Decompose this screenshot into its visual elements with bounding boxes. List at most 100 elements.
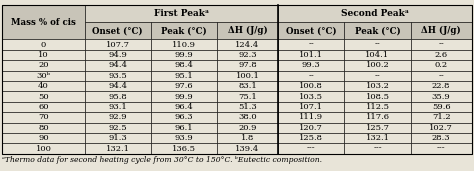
Text: 100.2: 100.2 xyxy=(365,61,389,69)
Bar xyxy=(2,123,84,133)
Bar xyxy=(2,133,84,143)
Text: 107.7: 107.7 xyxy=(106,41,130,49)
Text: 96.3: 96.3 xyxy=(174,113,193,121)
Text: 136.5: 136.5 xyxy=(172,145,196,153)
Bar xyxy=(217,22,278,39)
Text: 120.7: 120.7 xyxy=(299,124,323,132)
Text: 75.1: 75.1 xyxy=(238,93,257,101)
Bar xyxy=(84,50,151,60)
Bar xyxy=(345,22,410,39)
Text: 125.8: 125.8 xyxy=(299,134,323,142)
Bar xyxy=(217,71,278,81)
Text: 99.3: 99.3 xyxy=(302,61,320,69)
Bar xyxy=(278,60,345,71)
Text: 91.3: 91.3 xyxy=(109,134,127,142)
Bar xyxy=(278,71,345,81)
Text: --: -- xyxy=(309,72,314,80)
Bar xyxy=(345,50,410,60)
Bar xyxy=(410,133,472,143)
Bar xyxy=(410,123,472,133)
Text: Peak (°C): Peak (°C) xyxy=(355,26,401,35)
Bar xyxy=(278,5,472,22)
Bar xyxy=(84,91,151,102)
Text: 20: 20 xyxy=(38,61,49,69)
Bar xyxy=(2,39,84,50)
Bar xyxy=(345,39,410,50)
Bar xyxy=(2,81,84,91)
Bar xyxy=(151,60,217,71)
Text: 94.4: 94.4 xyxy=(108,61,127,69)
Text: 92.3: 92.3 xyxy=(238,51,257,59)
Bar xyxy=(278,39,345,50)
Bar xyxy=(84,60,151,71)
Bar xyxy=(84,5,278,22)
Text: 96.1: 96.1 xyxy=(174,124,193,132)
Text: 117.6: 117.6 xyxy=(365,113,390,121)
Text: 94.4: 94.4 xyxy=(108,82,127,90)
Text: 22.8: 22.8 xyxy=(432,82,450,90)
Bar xyxy=(217,91,278,102)
Text: 103.5: 103.5 xyxy=(299,93,323,101)
Bar xyxy=(278,81,345,91)
Bar xyxy=(410,39,472,50)
Bar xyxy=(151,112,217,123)
Text: 110.9: 110.9 xyxy=(172,41,196,49)
Text: 98.4: 98.4 xyxy=(174,61,193,69)
Text: 80: 80 xyxy=(38,124,49,132)
Bar xyxy=(217,143,278,154)
Text: 101.1: 101.1 xyxy=(299,51,323,59)
Text: 94.9: 94.9 xyxy=(108,51,127,59)
Text: 1.8: 1.8 xyxy=(241,134,254,142)
Text: 107.1: 107.1 xyxy=(299,103,323,111)
Text: 71.2: 71.2 xyxy=(432,113,450,121)
Bar xyxy=(217,39,278,50)
Bar xyxy=(278,133,345,143)
Bar xyxy=(217,102,278,112)
Text: Onset (°C): Onset (°C) xyxy=(92,26,143,35)
Bar xyxy=(2,71,84,81)
Text: ---: --- xyxy=(437,145,446,153)
Bar xyxy=(410,143,472,154)
Bar xyxy=(2,143,84,154)
Text: ᵃThermo data for second heating cycle from 30°C to 150°C. ᵇEutectic composition.: ᵃThermo data for second heating cycle fr… xyxy=(2,156,322,164)
Bar xyxy=(151,22,217,39)
Bar xyxy=(345,123,410,133)
Text: Mass % of cis: Mass % of cis xyxy=(11,18,76,27)
Text: Second Peakᵃ: Second Peakᵃ xyxy=(341,9,409,18)
Bar xyxy=(217,81,278,91)
Text: ---: --- xyxy=(307,145,316,153)
Text: ΔH (J/g): ΔH (J/g) xyxy=(228,26,267,35)
Text: 51.3: 51.3 xyxy=(238,103,257,111)
Bar xyxy=(278,50,345,60)
Text: 125.7: 125.7 xyxy=(365,124,390,132)
Bar xyxy=(151,39,217,50)
Bar xyxy=(410,91,472,102)
Text: 95.1: 95.1 xyxy=(174,72,193,80)
Text: 93.1: 93.1 xyxy=(109,103,127,111)
Bar xyxy=(151,102,217,112)
Bar xyxy=(345,133,410,143)
Bar xyxy=(278,112,345,123)
Bar xyxy=(2,5,472,154)
Text: 93.9: 93.9 xyxy=(174,134,193,142)
Bar xyxy=(2,112,84,123)
Bar xyxy=(217,50,278,60)
Text: --: -- xyxy=(309,41,314,49)
Bar xyxy=(84,71,151,81)
Bar xyxy=(84,133,151,143)
Text: 111.9: 111.9 xyxy=(299,113,323,121)
Bar xyxy=(410,22,472,39)
Text: 97.6: 97.6 xyxy=(174,82,193,90)
Text: 28.3: 28.3 xyxy=(432,134,450,142)
Bar xyxy=(345,71,410,81)
Bar xyxy=(278,143,345,154)
Text: 0.2: 0.2 xyxy=(435,61,448,69)
Text: ---: --- xyxy=(373,145,382,153)
Bar xyxy=(410,81,472,91)
Bar xyxy=(84,143,151,154)
Text: 100.8: 100.8 xyxy=(299,82,323,90)
Bar xyxy=(217,60,278,71)
Bar xyxy=(151,81,217,91)
Text: --: -- xyxy=(438,72,444,80)
Text: 40: 40 xyxy=(38,82,49,90)
